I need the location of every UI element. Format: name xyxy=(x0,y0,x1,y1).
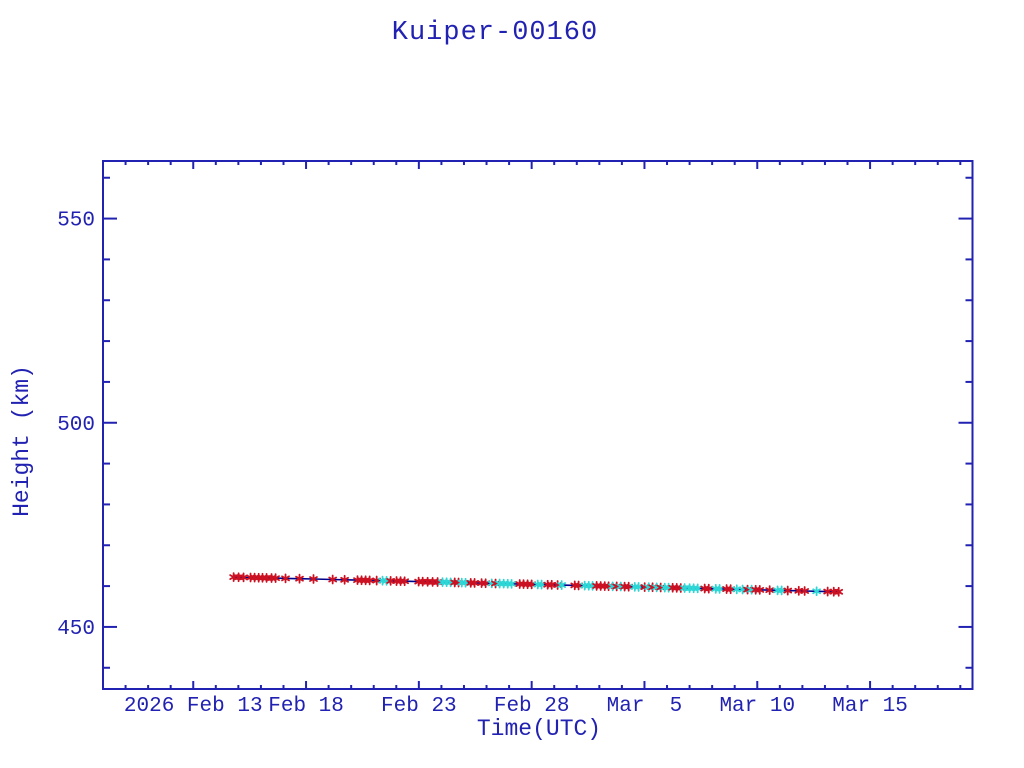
data-point-marker-red xyxy=(834,586,844,597)
data-point-marker-red xyxy=(765,585,775,596)
data-point-marker-red xyxy=(755,584,765,595)
y-axis-label: Height (km) xyxy=(9,365,35,517)
x-axis-tick-label: Mar 5 xyxy=(607,695,683,718)
plot-frame xyxy=(102,160,974,690)
y-axis-tick-label: 550 xyxy=(57,210,95,233)
data-point-marker-red xyxy=(328,574,338,585)
data-point-marker-cyan xyxy=(557,580,567,590)
x-axis-tick-label: Mar 15 xyxy=(832,695,908,718)
x-axis-tick-label: Feb 18 xyxy=(268,695,344,718)
data-point-marker-red xyxy=(470,578,479,588)
data-point-marker-red xyxy=(295,573,304,584)
x-axis-tick-label: Feb 23 xyxy=(381,695,457,718)
x-axis-tick-label: Mar 10 xyxy=(719,695,795,718)
data-point-marker-red xyxy=(239,572,248,583)
data-point-marker-red xyxy=(400,576,410,587)
data-point-marker-red xyxy=(783,585,793,596)
data-point-marker-red xyxy=(309,574,318,584)
data-point-marker-red xyxy=(271,573,280,584)
data-point-marker-red xyxy=(800,586,810,596)
x-axis-label: Time(UTC) xyxy=(476,716,602,742)
data-point-marker-red xyxy=(340,574,349,585)
data-point-marker-cyan xyxy=(507,578,516,589)
data-point-marker-cyan xyxy=(812,586,821,597)
chart-title: Kuiper-00160 xyxy=(391,18,599,48)
x-axis-tick-label: 2026 Feb 13 xyxy=(124,695,263,718)
y-axis-tick-label: 500 xyxy=(57,414,95,437)
data-point-marker-red xyxy=(365,575,375,586)
data-point-marker-red xyxy=(704,583,714,594)
y-axis-tick-label: 450 xyxy=(57,618,95,641)
x-axis-tick-label: Feb 28 xyxy=(494,695,570,718)
data-point-marker-red xyxy=(281,573,290,584)
data-point-marker-cyan xyxy=(715,584,724,594)
data-point-marker-cyan xyxy=(693,583,703,594)
